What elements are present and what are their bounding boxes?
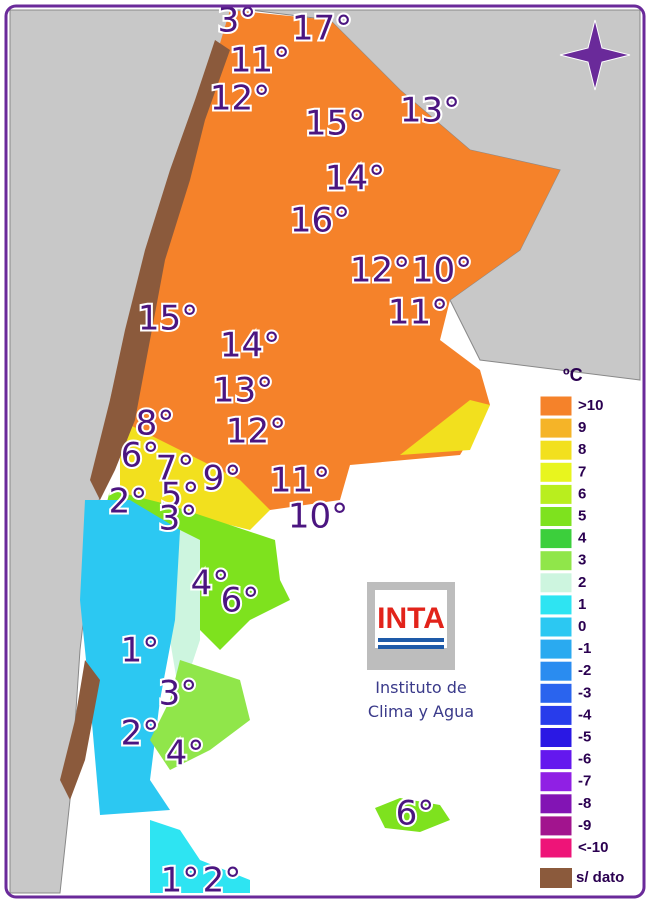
legend-label: -5	[578, 728, 591, 745]
temp-label: 6°	[396, 794, 435, 834]
legend-swatch	[539, 660, 573, 682]
temp-label: 11°	[388, 293, 448, 333]
temp-label: 14°	[220, 326, 280, 366]
logo-caption: Clima y Agua	[368, 702, 474, 721]
temp-label: 1°	[161, 861, 200, 901]
temp-label: 10°	[288, 497, 348, 537]
compass	[559, 19, 631, 91]
temp-label: 13°	[213, 371, 273, 411]
legend-label: -2	[578, 662, 591, 679]
legend-swatch	[539, 727, 573, 748]
legend-swatch	[539, 417, 573, 439]
temp-label: 7°	[156, 449, 195, 489]
legend-title: ºC	[563, 365, 583, 385]
temp-label: 12°	[350, 251, 410, 291]
legend-swatch	[539, 682, 573, 704]
temp-label: 16°	[290, 201, 350, 241]
legend-label: -3	[578, 684, 591, 701]
legend-label: 1	[578, 596, 586, 613]
temp-label: 1°	[121, 631, 160, 671]
legend-label: 5	[578, 507, 586, 524]
legend-swatch	[539, 572, 573, 594]
legend-swatch	[540, 868, 572, 888]
temp-label: 2°	[203, 861, 242, 901]
temp-label: 14°	[325, 159, 385, 199]
legend-swatch	[539, 461, 573, 483]
temp-label: 13°	[400, 91, 460, 131]
legend-label: 4	[578, 530, 587, 547]
logo: INTA Instituto de Clima y Agua	[367, 582, 474, 721]
legend-swatch	[539, 506, 573, 527]
legend-label: 8	[578, 441, 586, 458]
legend-label: -7	[578, 773, 591, 790]
legend-swatch	[539, 616, 573, 638]
legend-label: -8	[578, 795, 591, 812]
temp-label: 10°	[412, 251, 472, 291]
temp-label: 12°	[226, 412, 286, 452]
legend-label: 3	[578, 552, 586, 569]
legend-label: -9	[578, 817, 591, 834]
legend-swatch	[539, 483, 573, 505]
region-warm	[110, 10, 560, 510]
temp-label: 2°	[121, 714, 160, 754]
temp-label: 9°	[203, 459, 242, 499]
legend-swatch	[539, 550, 573, 572]
logo-caption: Instituto de	[375, 678, 466, 697]
legend-label: s/ dato	[576, 869, 624, 886]
temp-label: 5°	[161, 476, 200, 516]
legend-label: >10	[578, 397, 603, 414]
logo-stripe	[378, 638, 444, 642]
legend-swatch	[539, 528, 573, 550]
region-tierra	[150, 820, 250, 893]
legend-swatch	[539, 837, 573, 859]
legend-label: -6	[578, 751, 591, 768]
legend-label: 0	[578, 618, 586, 635]
temp-label: 12°	[210, 79, 270, 119]
legend-label: 6	[578, 485, 586, 502]
legend-swatch	[539, 749, 573, 771]
legend-label: <-10	[578, 839, 608, 856]
no-data-strip	[90, 40, 230, 500]
islands	[375, 798, 450, 832]
temp-label: 11°	[270, 461, 330, 501]
temp-label: 17°	[292, 9, 352, 49]
logo-stripe	[378, 645, 444, 649]
temp-label: 6°	[121, 436, 160, 476]
region-coast	[400, 400, 490, 455]
temp-label: 2°	[109, 482, 148, 522]
legend-swatch	[539, 594, 573, 616]
temp-label: 11°	[230, 41, 290, 81]
temp-label: 4°	[191, 564, 230, 604]
temp-label: 8°	[136, 404, 175, 444]
legend-label: 9	[578, 419, 586, 436]
no-data-strip	[60, 660, 100, 800]
legend-label: 7	[578, 463, 586, 480]
legend-swatch	[539, 439, 573, 461]
legend-label: -1	[578, 640, 591, 657]
legend-swatch	[539, 704, 573, 726]
logo-text: INTA	[377, 602, 445, 635]
temp-label: 3°	[159, 499, 198, 539]
temp-label: 15°	[138, 299, 198, 339]
legend-swatch	[539, 815, 573, 837]
region-3	[150, 660, 250, 770]
temp-label: 3°	[159, 674, 198, 714]
legend-swatch	[539, 638, 573, 660]
temp-label: 15°	[305, 104, 365, 144]
frame	[4, 4, 646, 899]
legend-label: 2	[578, 574, 586, 591]
legend-swatch	[539, 793, 573, 815]
temp-label: 6°	[221, 581, 260, 621]
legend-label: -4	[578, 706, 592, 723]
legend-swatch	[539, 395, 573, 417]
legend-swatch	[539, 771, 573, 793]
temp-label: 4°	[166, 734, 205, 774]
